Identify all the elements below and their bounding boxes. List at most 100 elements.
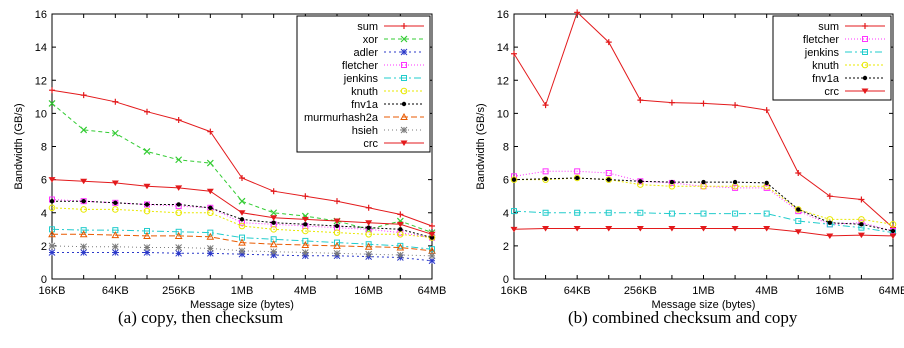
x-axis-label: Message size (bytes) (652, 299, 756, 311)
data-point-sum (826, 193, 833, 200)
data-point-crc (573, 225, 581, 232)
data-point-hsieh (365, 250, 373, 258)
y-tick-label: 16 (35, 9, 47, 21)
data-point-crc (333, 218, 341, 225)
series-fnv1a (511, 175, 896, 234)
series-hsieh (48, 242, 436, 260)
data-point-sum (574, 9, 581, 16)
y-tick-label: 4 (41, 208, 47, 220)
legend-box (772, 15, 892, 101)
data-point-murmurhash2a (364, 242, 373, 250)
data-point-adler (206, 249, 214, 257)
data-point-sum (700, 100, 707, 107)
legend-label-crc: crc (824, 86, 839, 98)
y-tick-label: 8 (503, 142, 509, 154)
x-tick-label: 4MB (755, 285, 778, 297)
data-point-fnv1a (732, 179, 738, 185)
x-tick-label: 1MB (231, 285, 254, 297)
data-point-crc (857, 232, 865, 239)
data-point-jenkins (605, 209, 612, 216)
data-point-fnv1a (303, 222, 308, 227)
data-point-xor (270, 209, 278, 217)
data-point-sum (668, 99, 675, 106)
data-point-fnv1a (239, 217, 245, 222)
x-tick-label: 16MB (354, 285, 383, 297)
data-point-hsieh (111, 243, 119, 251)
data-point-xor (111, 129, 119, 137)
y-tick-label: 6 (503, 175, 509, 187)
chart-b-combined-checksum-and-copy: 0 2 4 6 8 10 12 14 16 16KB 64KB 256KB 1MB 4MB 16MB 64MB… (475, 9, 904, 311)
data-point-hsieh (428, 252, 436, 260)
data-point-fletcher (574, 168, 581, 175)
legend-label-fnv1a: fnv1a (812, 73, 840, 85)
data-point-adler (111, 249, 119, 256)
series-sum (511, 9, 896, 231)
data-point-knuth (889, 221, 897, 228)
data-point-sum (144, 108, 150, 115)
data-point-knuth (365, 230, 372, 238)
legend-marker-xor (400, 35, 408, 43)
data-point-crc (668, 225, 676, 232)
data-point-fnv1a (638, 179, 643, 184)
data-point-fnv1a (176, 202, 181, 207)
x-tick-label: 16KB (39, 285, 66, 297)
legend-label-knuth: knuth (812, 60, 839, 72)
data-point-sum (334, 198, 340, 205)
data-point-hsieh (143, 244, 151, 251)
legend-marker-knuth (400, 87, 408, 95)
series-line-knuth (51, 207, 433, 239)
data-point-fnv1a (208, 205, 213, 210)
data-point-crc (826, 233, 834, 239)
legend-label-adler: adler (354, 47, 379, 59)
data-point-knuth (143, 207, 151, 215)
data-point-fnv1a (366, 225, 371, 230)
data-point-crc (206, 188, 214, 195)
legend-marker-sum (401, 23, 407, 29)
y-tick-label: 0 (503, 274, 509, 286)
legend-marker-knuth (861, 61, 869, 69)
data-point-hsieh (175, 244, 183, 251)
data-point-fnv1a (271, 220, 276, 225)
data-point-fnv1a (144, 202, 150, 207)
data-point-fnv1a (764, 180, 769, 186)
data-point-adler (48, 249, 56, 256)
data-point-sum (175, 117, 182, 123)
chart-a-copy-then-checksum: 0 2 4 6 8 10 12 14 16 16KB 64KB 256KB 1MB 4MB 16MB 64MB… (13, 9, 446, 311)
data-point-hsieh (80, 243, 88, 251)
data-point-adler (270, 251, 278, 259)
legend-marker-fnv1a (862, 75, 868, 81)
legend-label-fnv1a: fnv1a (351, 99, 379, 111)
legend-label-fletcher: fletcher (803, 34, 839, 46)
data-point-knuth (80, 206, 87, 213)
data-point-sum (270, 188, 277, 195)
data-point-jenkins (637, 209, 644, 216)
data-point-crc (510, 226, 518, 233)
data-point-sum (207, 128, 214, 135)
data-point-crc (143, 183, 151, 190)
data-point-murmurhash2a (174, 231, 183, 239)
data-point-murmurhash2a (269, 240, 278, 248)
data-point-jenkins (429, 246, 435, 253)
series-fnv1a (49, 198, 435, 240)
data-point-jenkins (542, 209, 549, 216)
data-point-jenkins (334, 239, 340, 246)
x-tick-label: 256KB (162, 285, 195, 297)
x-tick-label: 64KB (564, 285, 591, 297)
data-point-jenkins (511, 208, 517, 215)
y-tick-label: 16 (497, 9, 509, 21)
data-point-murmurhash2a (333, 241, 341, 249)
x-tick-label: 16KB (501, 285, 528, 297)
data-point-hsieh (301, 249, 309, 256)
series-knuth (48, 204, 436, 241)
y-tick-label: 10 (35, 108, 47, 120)
legend: sumxoradlerfletcherjenkinsknuthfnv1amurm… (296, 15, 431, 153)
data-point-fnv1a (429, 235, 435, 240)
legend-marker-crc (861, 88, 869, 94)
y-tick-label: 2 (503, 241, 509, 253)
legend-marker-hsieh (400, 126, 408, 134)
data-point-fnv1a (543, 176, 548, 181)
data-point-murmurhash2a (238, 238, 246, 246)
data-point-jenkins (732, 210, 739, 217)
data-point-jenkins (668, 210, 675, 217)
